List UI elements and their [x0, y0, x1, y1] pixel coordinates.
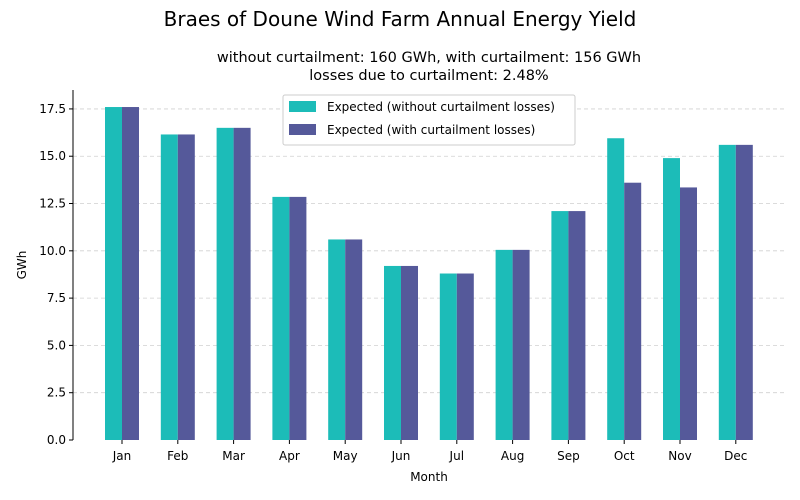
x-tick-label: May	[333, 449, 358, 463]
x-tick-label: Sep	[557, 449, 580, 463]
bar-without-curtailment-jan	[105, 107, 122, 440]
bar-with-curtailment-jul	[456, 273, 474, 440]
bar-with-curtailment-jan	[122, 107, 139, 440]
chart-subtitle-line-1: without curtailment: 160 GWh, with curta…	[217, 50, 641, 66]
x-tick-label: Jul	[449, 449, 464, 463]
bar-without-curtailment-aug	[495, 249, 513, 440]
bar-without-curtailment-jul	[439, 273, 457, 440]
bar-with-curtailment-jun	[401, 265, 418, 440]
y-tick-label: 5.0	[47, 338, 66, 352]
bar-with-curtailment-oct	[624, 182, 642, 440]
bar-with-curtailment-dec	[735, 144, 753, 440]
x-tick-label: Aug	[501, 449, 524, 463]
bar-with-curtailment-sep	[568, 211, 586, 440]
chart-title: Braes of Doune Wind Farm Annual Energy Y…	[164, 7, 637, 31]
legend-swatch-with-curtailment	[289, 124, 316, 135]
x-tick-label: Mar	[222, 449, 245, 463]
y-axis-ticks: 0.0 2.5 5.0 7.5 10.0 12.5 15.0 17.5	[39, 102, 73, 447]
bar-with-curtailment-feb	[177, 134, 195, 440]
legend-label-without-curtailment: Expected (without curtailment losses)	[327, 100, 555, 114]
x-tick-label: Nov	[668, 449, 691, 463]
legend: Expected (without curtailment losses) Ex…	[282, 94, 576, 146]
y-tick-label: 17.5	[39, 102, 66, 116]
x-tick-label: Feb	[167, 449, 188, 463]
bar-with-curtailment-may	[345, 239, 363, 440]
bar-without-curtailment-oct	[607, 138, 625, 441]
x-tick-label: Apr	[279, 449, 300, 463]
x-tick-label: Oct	[614, 449, 635, 463]
x-tick-label: Jan	[112, 449, 132, 463]
y-axis-label: GWh	[15, 251, 29, 280]
legend-label-with-curtailment: Expected (with curtailment losses)	[327, 123, 535, 137]
chart-subtitle-line-2: losses due to curtailment: 2.48%	[309, 68, 548, 84]
bar-with-curtailment-mar	[233, 127, 251, 441]
x-axis-label: Month	[410, 470, 448, 484]
y-tick-label: 10.0	[39, 244, 66, 258]
x-tick-label: Dec	[724, 449, 747, 463]
x-axis-ticks: Jan Feb Mar Apr May Jun Jul Aug Sep Oct Nov Dec	[112, 440, 747, 463]
bar-without-curtailment-apr	[272, 196, 290, 440]
y-tick-label: 7.5	[47, 291, 66, 305]
legend-swatch-without-curtailment	[289, 101, 316, 112]
y-tick-label: 15.0	[39, 149, 66, 163]
bars	[105, 107, 753, 441]
bar-with-curtailment-apr	[289, 196, 307, 440]
y-tick-label: 12.5	[39, 197, 66, 211]
bar-without-curtailment-jun	[384, 265, 401, 440]
bar-without-curtailment-mar	[216, 127, 234, 441]
bar-without-curtailment-feb	[160, 134, 178, 440]
x-tick-label: Jun	[391, 449, 411, 463]
bar-with-curtailment-nov	[680, 187, 697, 440]
bar-with-curtailment-aug	[512, 249, 530, 440]
y-tick-label: 2.5	[47, 386, 66, 400]
y-tick-label: 0.0	[47, 433, 66, 447]
legend-box	[282, 94, 576, 146]
bar-without-curtailment-nov	[663, 158, 680, 441]
bar-without-curtailment-may	[328, 239, 346, 440]
bar-without-curtailment-dec	[718, 144, 736, 440]
bar-without-curtailment-sep	[551, 211, 569, 440]
